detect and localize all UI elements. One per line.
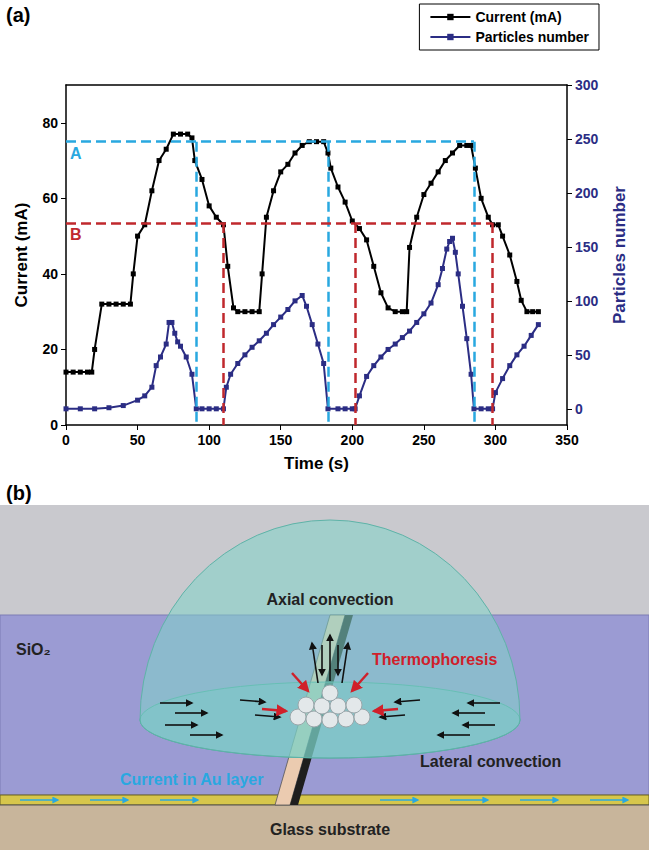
svg-text:250: 250 xyxy=(412,432,436,448)
svg-text:300: 300 xyxy=(484,432,508,448)
svg-text:0: 0 xyxy=(62,432,70,448)
svg-text:Particles number: Particles number xyxy=(610,186,629,324)
svg-text:Current (mA): Current (mA) xyxy=(12,203,31,308)
svg-text:SiO₂: SiO₂ xyxy=(16,641,51,658)
svg-text:0: 0 xyxy=(575,401,583,417)
svg-text:Axial convection: Axial convection xyxy=(266,591,393,608)
svg-text:80: 80 xyxy=(42,115,58,131)
svg-text:B: B xyxy=(70,226,82,243)
svg-text:100: 100 xyxy=(575,293,599,309)
svg-text:150: 150 xyxy=(269,432,293,448)
svg-text:Current in Au layer: Current in Au layer xyxy=(120,771,263,788)
svg-text:60: 60 xyxy=(42,190,58,206)
svg-text:50: 50 xyxy=(575,347,591,363)
svg-text:350: 350 xyxy=(555,432,579,448)
svg-text:Thermophoresis: Thermophoresis xyxy=(372,651,497,668)
svg-text:100: 100 xyxy=(197,432,221,448)
html-text:(b): (b) xyxy=(6,482,32,504)
svg-text:Particles number: Particles number xyxy=(475,29,589,45)
svg-text:40: 40 xyxy=(42,266,58,282)
svg-text:200: 200 xyxy=(575,185,599,201)
svg-text:300: 300 xyxy=(575,77,599,93)
svg-text:200: 200 xyxy=(341,432,365,448)
svg-text:0: 0 xyxy=(50,417,58,433)
svg-text:50: 50 xyxy=(130,432,146,448)
svg-text:20: 20 xyxy=(42,341,58,357)
html-text:(a): (a) xyxy=(6,4,31,26)
svg-text:A: A xyxy=(70,145,82,162)
svg-text:250: 250 xyxy=(575,131,599,147)
svg-text:Lateral convection: Lateral convection xyxy=(420,753,561,770)
svg-text:Glass substrate: Glass substrate xyxy=(270,821,390,838)
svg-text:Current (mA): Current (mA) xyxy=(475,9,561,25)
svg-text:Time (s): Time (s) xyxy=(284,454,349,473)
svg-text:150: 150 xyxy=(575,239,599,255)
